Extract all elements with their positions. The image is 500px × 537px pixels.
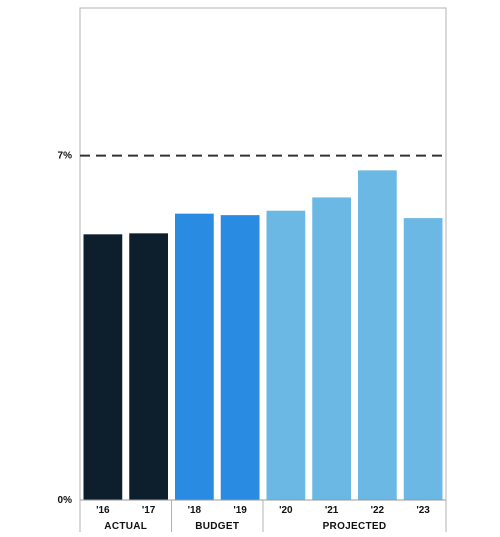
x-tick-label: '17: [142, 505, 156, 516]
bar-16: [83, 234, 123, 500]
group-label-projected: PROJECTED: [323, 521, 387, 532]
y-tick-label: 7%: [58, 151, 73, 162]
x-tick-label: '22: [371, 505, 385, 516]
x-tick-label: '18: [188, 505, 202, 516]
x-tick-label: '20: [279, 505, 293, 516]
y-tick-label: 0%: [58, 495, 73, 506]
bar-21: [312, 197, 351, 501]
bar-17: [129, 233, 168, 500]
x-tick-label: '23: [416, 505, 430, 516]
bar-22: [358, 170, 397, 501]
group-labels: ACTUAL BUDGET PROJECTED: [79, 500, 447, 532]
bar-20: [266, 210, 306, 501]
bars-group: [83, 170, 443, 501]
bar-23: [403, 218, 443, 501]
x-tick-label: '16: [96, 505, 110, 516]
bar-18: [175, 213, 214, 500]
group-label-budget: BUDGET: [195, 521, 239, 532]
y-tick-labels: 0% 7%: [58, 151, 73, 506]
x-tick-label: '21: [325, 505, 339, 516]
group-label-actual: ACTUAL: [104, 521, 147, 532]
x-tick-label: '19: [233, 505, 247, 516]
bar-19: [220, 215, 260, 500]
x-tick-labels: '16 '17 '18 '19 '20 '21 '22 '23: [96, 505, 430, 516]
